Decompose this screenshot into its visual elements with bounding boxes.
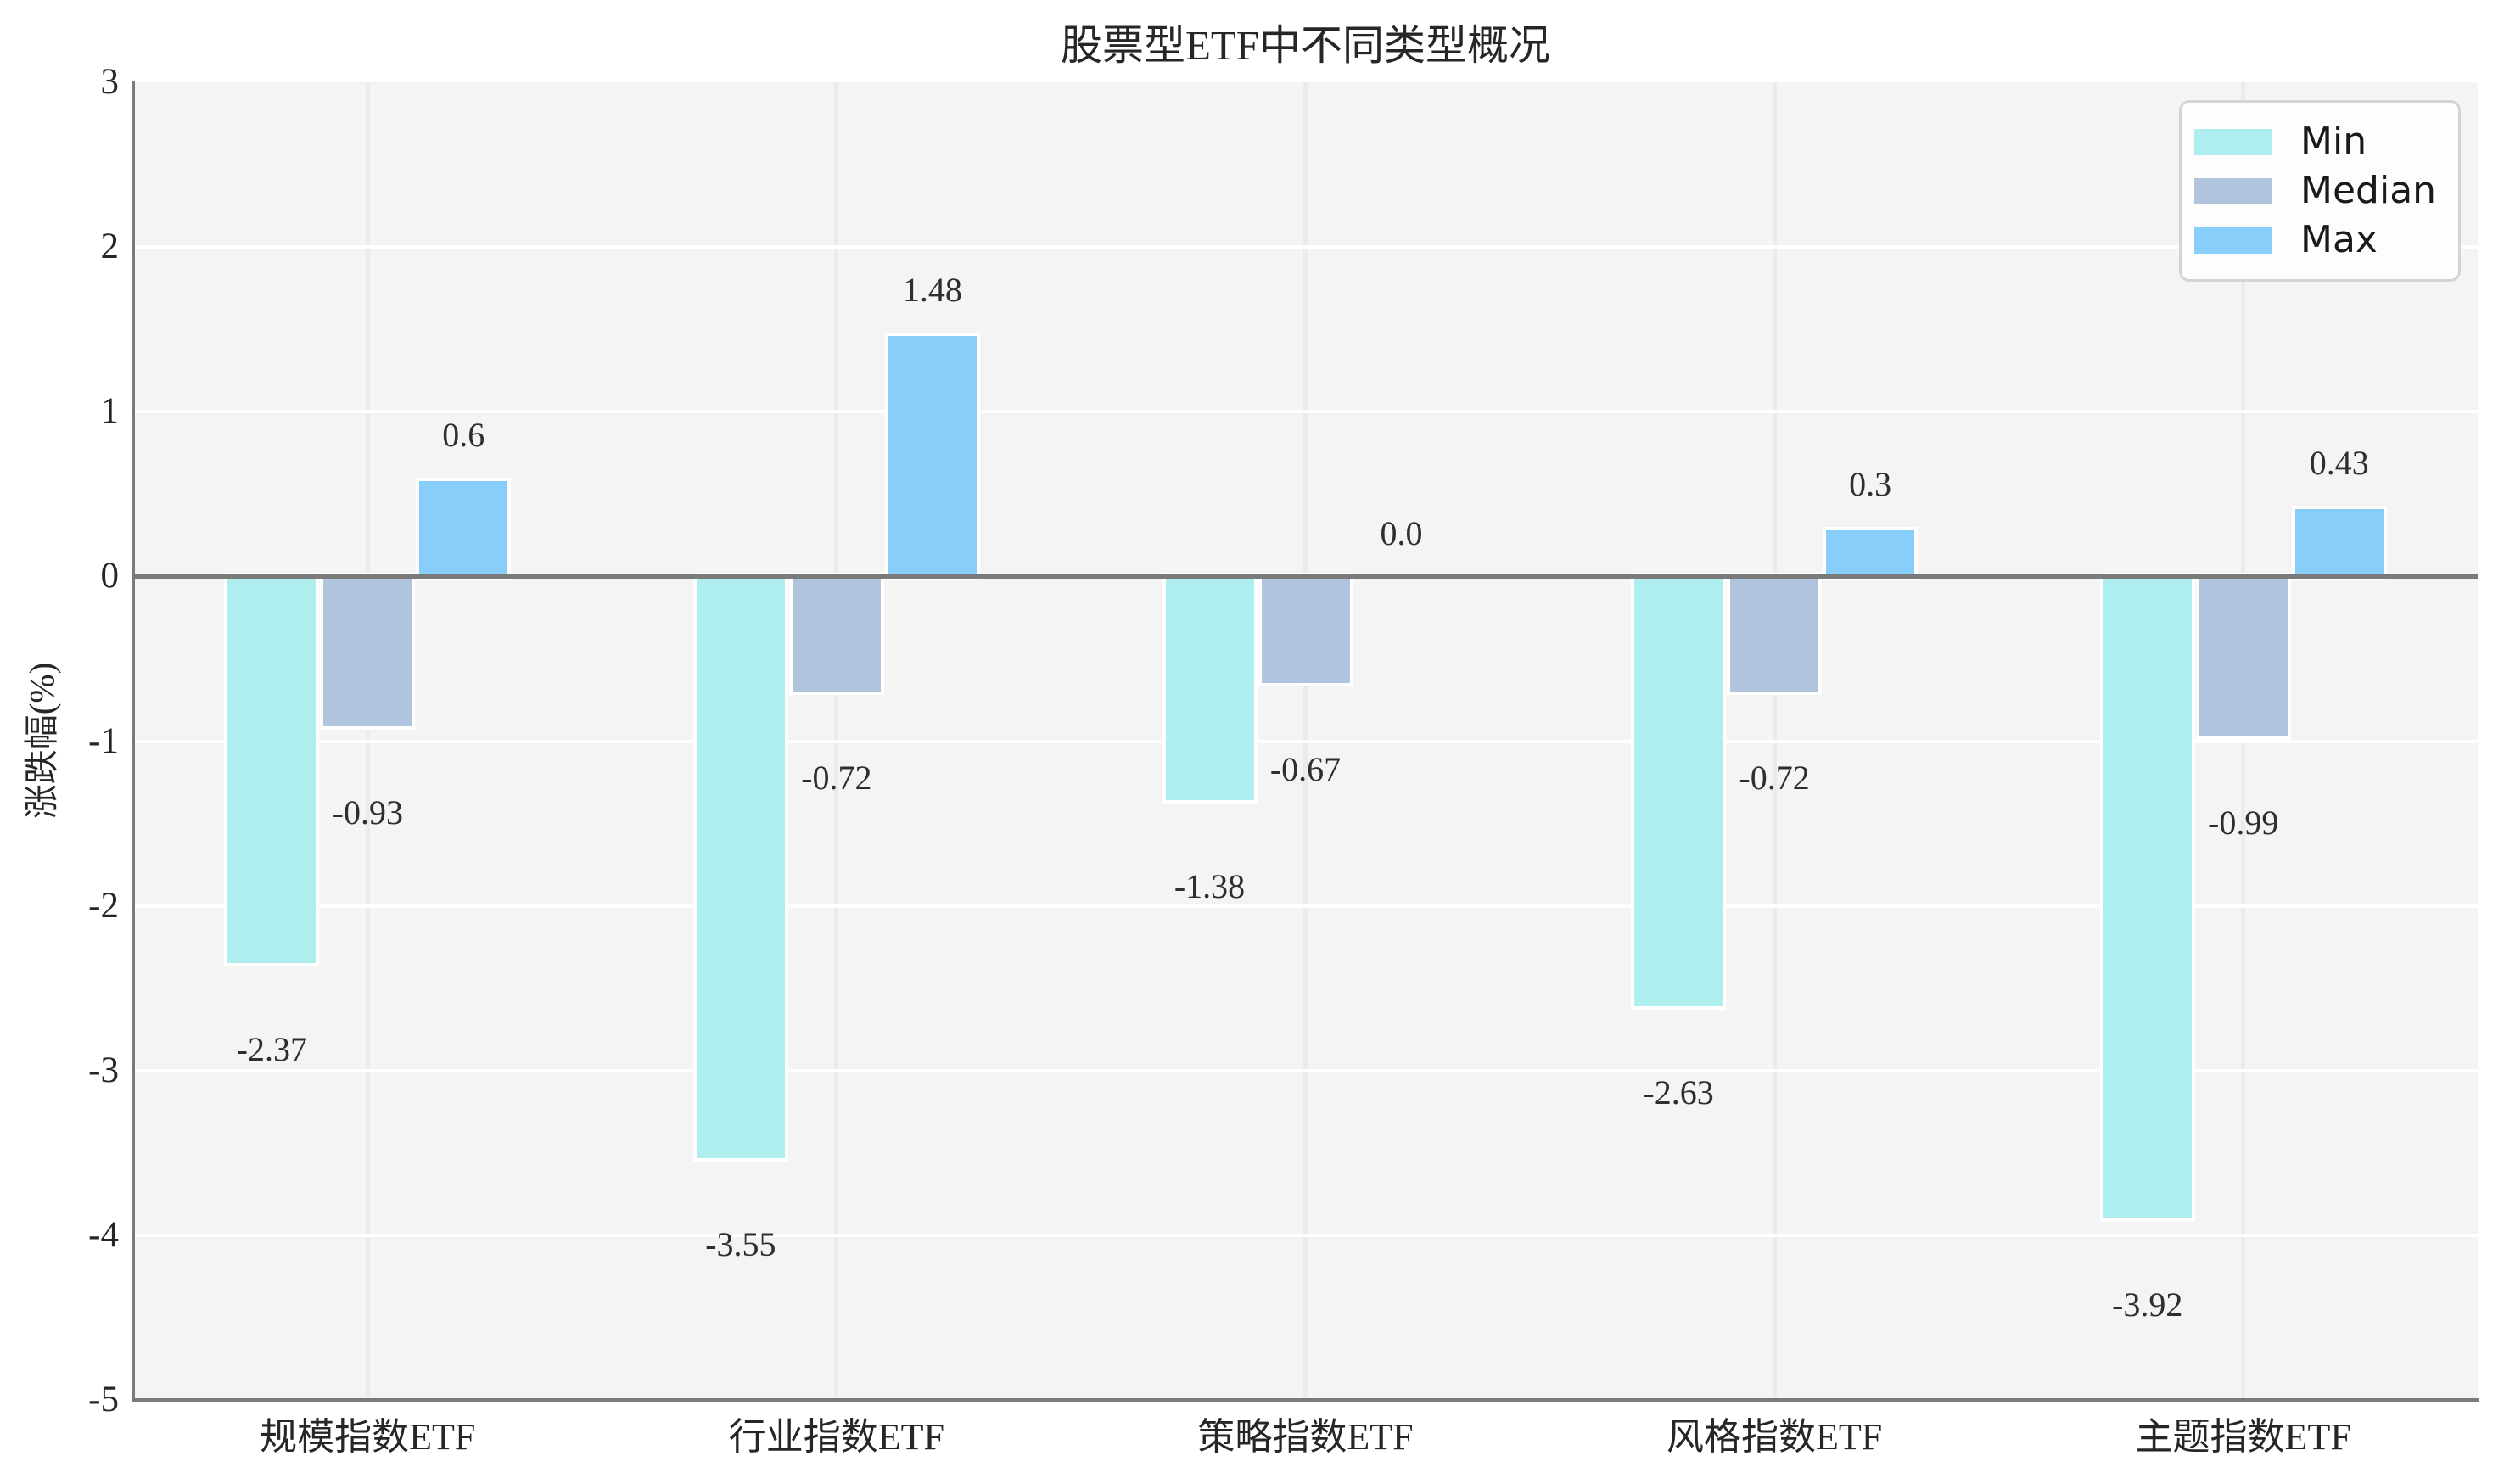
legend-item-median: Median xyxy=(2194,172,2458,210)
bar-max-2 xyxy=(884,333,980,580)
bar-median-4 xyxy=(1727,573,1823,696)
bar-median-5 xyxy=(2195,573,2291,740)
horizontal-gridline xyxy=(133,245,2478,249)
bar-min-1 xyxy=(224,573,320,967)
value-label: 0.0 xyxy=(1380,514,1423,553)
y-tick-label: 2 xyxy=(100,227,120,267)
x-tick-label: 策略指数ETF xyxy=(1197,1416,1414,1458)
x-tick-label: 规模指数ETF xyxy=(260,1416,476,1458)
bar-min-4 xyxy=(1631,573,1727,1010)
value-label: -0.93 xyxy=(332,792,403,832)
x-axis-spine xyxy=(132,1398,2479,1402)
y-tick-label: -4 xyxy=(88,1214,119,1255)
plot-area xyxy=(133,82,2478,1400)
value-label: -2.37 xyxy=(236,1030,307,1069)
bar-median-1 xyxy=(320,573,416,730)
value-label: -3.55 xyxy=(705,1224,776,1263)
x-tick-label: 风格指数ETF xyxy=(1666,1416,1883,1458)
value-label: -0.72 xyxy=(1739,759,1810,798)
bar-median-2 xyxy=(788,573,884,696)
value-label: 0.43 xyxy=(2309,443,2369,482)
value-label: -0.67 xyxy=(1269,750,1342,789)
value-label: 0.3 xyxy=(1849,465,1892,504)
horizontal-gridline xyxy=(133,1068,2478,1072)
horizontal-gridline xyxy=(133,739,2478,743)
legend: Min Median Max xyxy=(2179,100,2461,282)
bar-min-5 xyxy=(2099,573,2195,1223)
y-tick-label: -1 xyxy=(88,720,119,761)
x-tick-label: 主题指数ETF xyxy=(2135,1416,2351,1458)
legend-swatch-max xyxy=(2194,227,2272,254)
y-tick-label: -2 xyxy=(88,885,119,926)
bar-max-5 xyxy=(2291,505,2387,580)
y-tick-label: 3 xyxy=(100,62,120,102)
legend-label: Median xyxy=(2300,169,2437,212)
chart-title: 股票型ETF中不同类型概况 xyxy=(1060,22,1551,69)
legend-item-min: Min xyxy=(2194,123,2458,160)
x-tick-label: 行业指数ETF xyxy=(728,1416,944,1458)
y-tick-label: 1 xyxy=(100,391,120,432)
legend-swatch-min xyxy=(2194,128,2272,155)
legend-label: Max xyxy=(2300,218,2378,261)
legend-label: Min xyxy=(2300,120,2367,163)
value-label: -2.63 xyxy=(1643,1072,1714,1112)
zero-line xyxy=(133,574,2478,579)
bar-min-3 xyxy=(1162,573,1258,804)
bar-median-3 xyxy=(1258,573,1353,687)
value-label: -0.99 xyxy=(2208,803,2279,842)
bar-min-2 xyxy=(692,573,788,1162)
bar-max-1 xyxy=(416,477,512,580)
value-label: -0.72 xyxy=(801,759,872,798)
value-label: -1.38 xyxy=(1174,867,1246,906)
value-label: 0.6 xyxy=(442,415,485,454)
legend-item-max: Max xyxy=(2194,221,2458,259)
bar-max-4 xyxy=(1823,527,1919,580)
horizontal-gridline xyxy=(133,1233,2478,1237)
value-label: -3.92 xyxy=(2112,1285,2183,1324)
y-axis-spine xyxy=(132,81,135,1402)
y-tick-label: -3 xyxy=(88,1050,119,1090)
legend-swatch-median xyxy=(2194,177,2272,204)
horizontal-gridline xyxy=(133,410,2478,414)
y-tick-label: -5 xyxy=(88,1380,119,1420)
y-tick-label: 0 xyxy=(100,556,120,596)
horizontal-gridline xyxy=(133,904,2478,908)
value-label: 1.48 xyxy=(902,271,962,310)
